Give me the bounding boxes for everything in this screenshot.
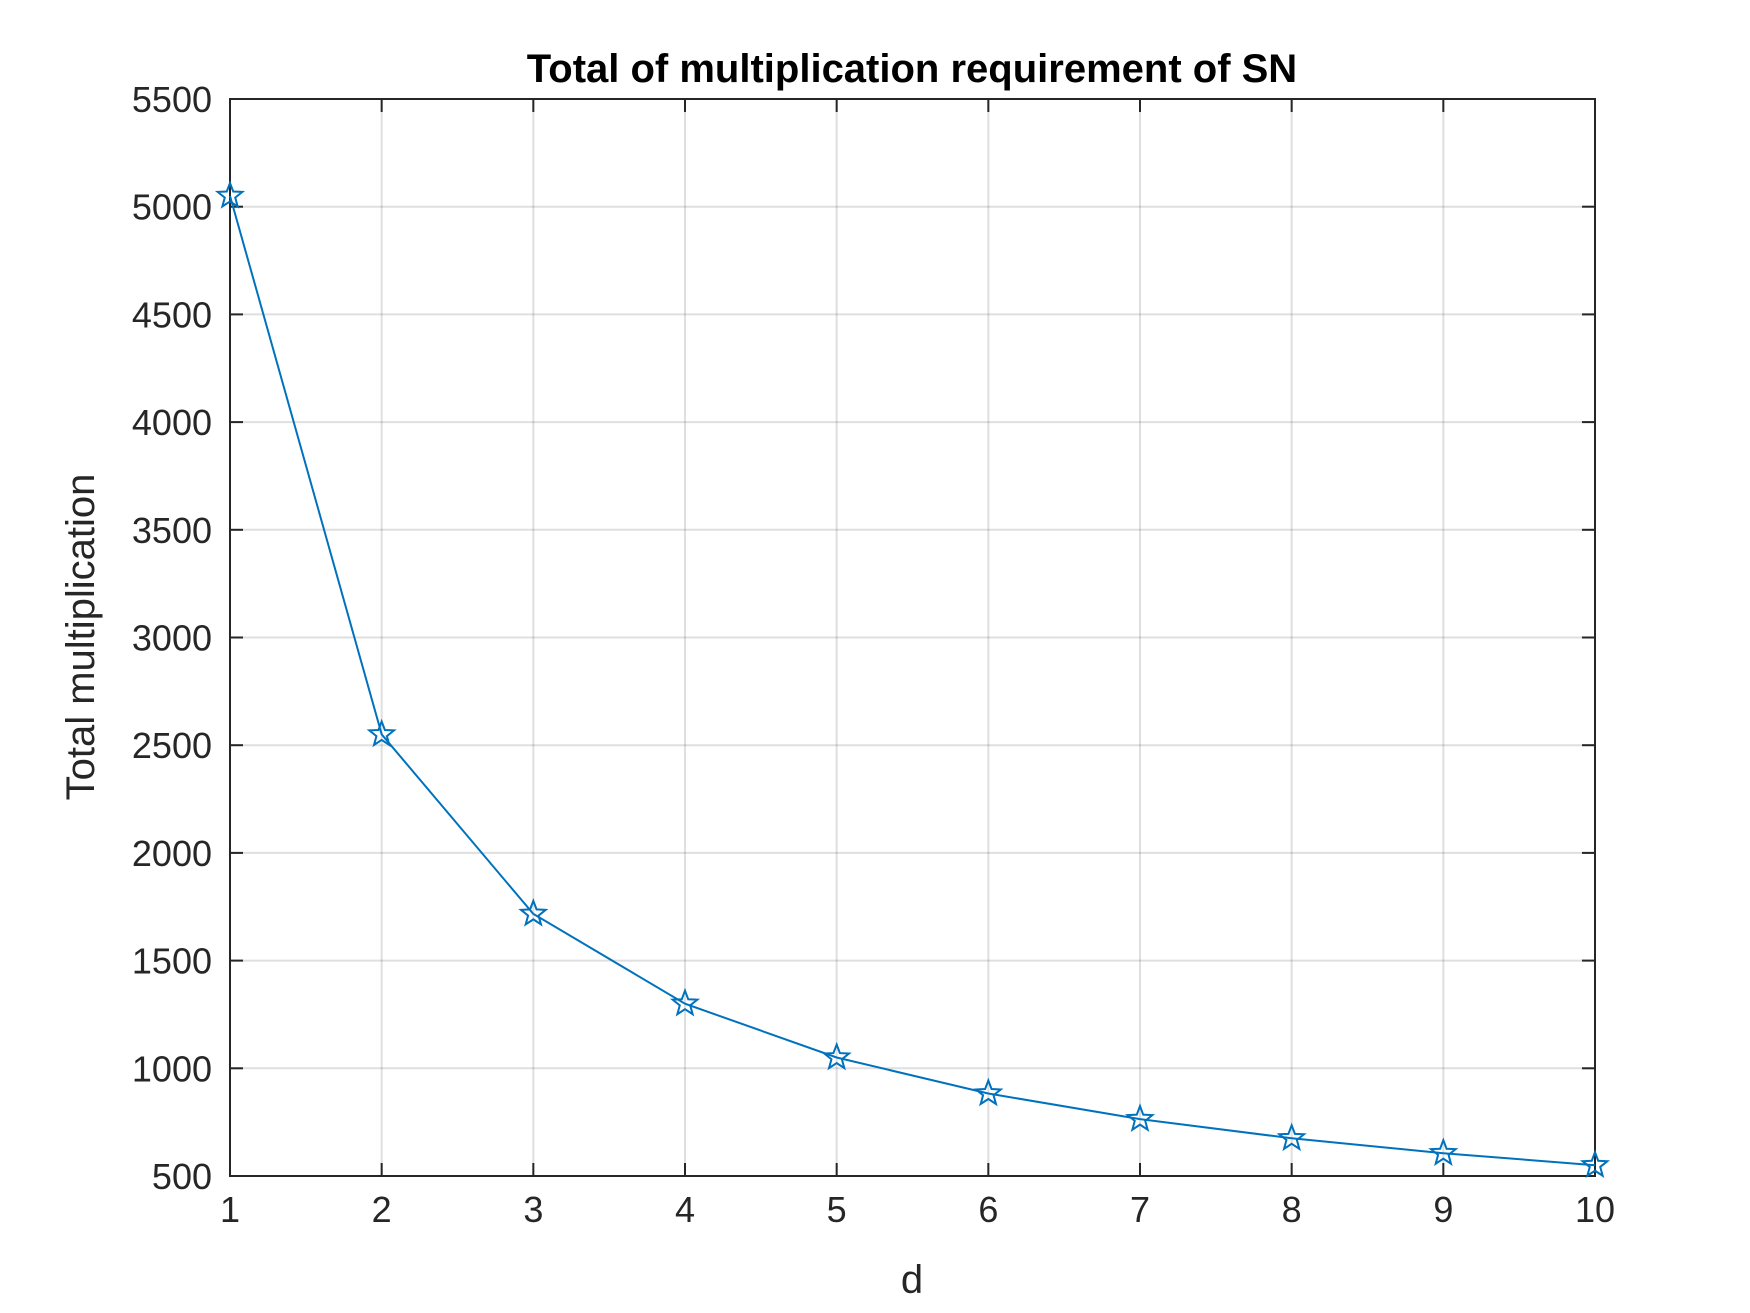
- series-line: [229, 195, 1596, 1167]
- tick-labels: 1 2 3 4 5 6 7 8 9 10 500 1000 1500 2000 2500 3000 3500 40…: [132, 79, 1615, 1230]
- x-tick-label: 2: [372, 1189, 392, 1230]
- data-point-star: [821, 1041, 852, 1071]
- y-tick-label: 1000: [132, 1048, 212, 1089]
- x-tick-label: 4: [675, 1189, 695, 1230]
- data-point-star: [1579, 1149, 1611, 1179]
- x-tick-label: 3: [523, 1189, 543, 1230]
- y-axis-label: Total multiplication: [59, 474, 103, 801]
- y-tick-label: 5500: [132, 79, 212, 120]
- y-tick-label: 500: [152, 1156, 212, 1197]
- y-tick-label: 4000: [132, 402, 212, 443]
- data-point-star: [1428, 1137, 1459, 1166]
- data-point-star: [1276, 1122, 1307, 1152]
- x-tick-label: 5: [827, 1189, 847, 1230]
- y-tick-label: 3000: [132, 618, 212, 659]
- data-point-star: [366, 718, 397, 748]
- chart-title: Total of multiplication requirement of S…: [527, 47, 1297, 91]
- x-tick-label: 6: [978, 1189, 998, 1230]
- y-tick-label: 2000: [132, 833, 212, 874]
- data-point-star: [669, 987, 701, 1017]
- data-point-star: [518, 898, 549, 927]
- y-tick-label: 3500: [132, 510, 212, 551]
- data-point-star: [214, 180, 246, 209]
- x-tick-label: 7: [1130, 1189, 1150, 1230]
- x-tick-label: 9: [1433, 1189, 1453, 1230]
- data-markers: [214, 180, 1611, 1179]
- x-tick-label: 10: [1575, 1189, 1615, 1230]
- y-tick-label: 4500: [132, 294, 212, 335]
- axis-ticks: [229, 98, 1596, 1177]
- y-tick-label: 2500: [132, 725, 212, 766]
- data-point-star: [973, 1077, 1004, 1107]
- x-tick-label: 8: [1282, 1189, 1302, 1230]
- y-tick-label: 1500: [132, 941, 212, 982]
- y-tick-label: 5000: [132, 187, 212, 228]
- x-axis-label: d: [901, 1258, 923, 1302]
- data-point-star: [1124, 1103, 1156, 1132]
- x-tick-label: 1: [220, 1189, 240, 1230]
